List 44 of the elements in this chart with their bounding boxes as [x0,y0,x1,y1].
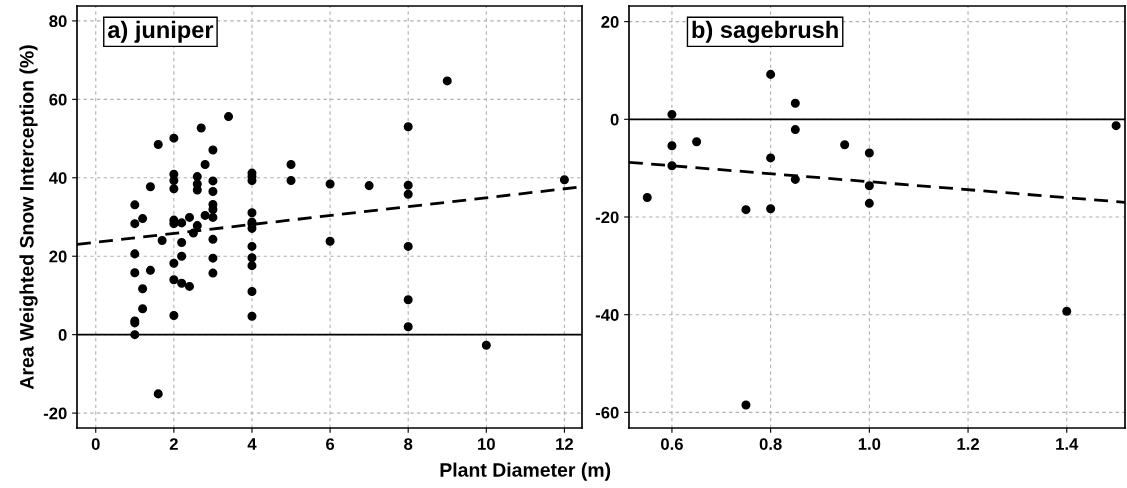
point [741,400,751,410]
point [766,204,776,214]
point [790,125,800,135]
x-tick-label: 0 [91,438,100,450]
point [766,153,776,163]
text: a) juniper [107,20,214,43]
point [1111,121,1121,131]
x-tick-label: 10 [478,438,495,450]
y-tick-label: 80 [49,15,67,28]
y-tick-label: 20 [601,16,619,28]
point [642,192,652,202]
x-tick-label: 0.6 [661,438,683,450]
y-tick-label: -20 [595,211,619,224]
text: b) sagebrush [692,20,838,43]
point [864,148,874,158]
y-tick-label: 60 [49,93,67,106]
x-tick-label: 0.8 [759,438,782,450]
point [790,98,800,108]
y-tick-label: -40 [595,309,619,321]
y-tick-label: -20 [43,407,67,420]
point [840,140,850,150]
y-axis-title: Area Weighted Snow Interception (%) [19,45,38,390]
x-tick-label: 1.0 [858,438,881,450]
y-tick-label: 0 [610,113,619,126]
x-tick-label: 1.4 [1056,438,1079,450]
point [741,205,751,215]
x-tick-label: 8 [404,438,413,450]
point [667,109,677,119]
point [766,69,776,79]
x-tick-label: 12 [556,438,574,450]
y-tick-label: 40 [48,172,67,184]
point [667,141,677,151]
y-tick-label: 0 [58,329,67,341]
x-tick-label: 2 [169,438,178,450]
point [692,137,702,147]
x-tick-label: 4 [247,438,257,450]
y-tick-label: 20 [49,250,67,263]
point [864,198,874,208]
x-tick-label: 1.2 [957,438,979,450]
point [864,181,874,191]
x-tick-label: 6 [326,438,335,450]
point [1062,306,1072,316]
x-axis-title: Plant Diameter (m) [440,462,611,481]
y-tick-label: -60 [595,406,619,419]
